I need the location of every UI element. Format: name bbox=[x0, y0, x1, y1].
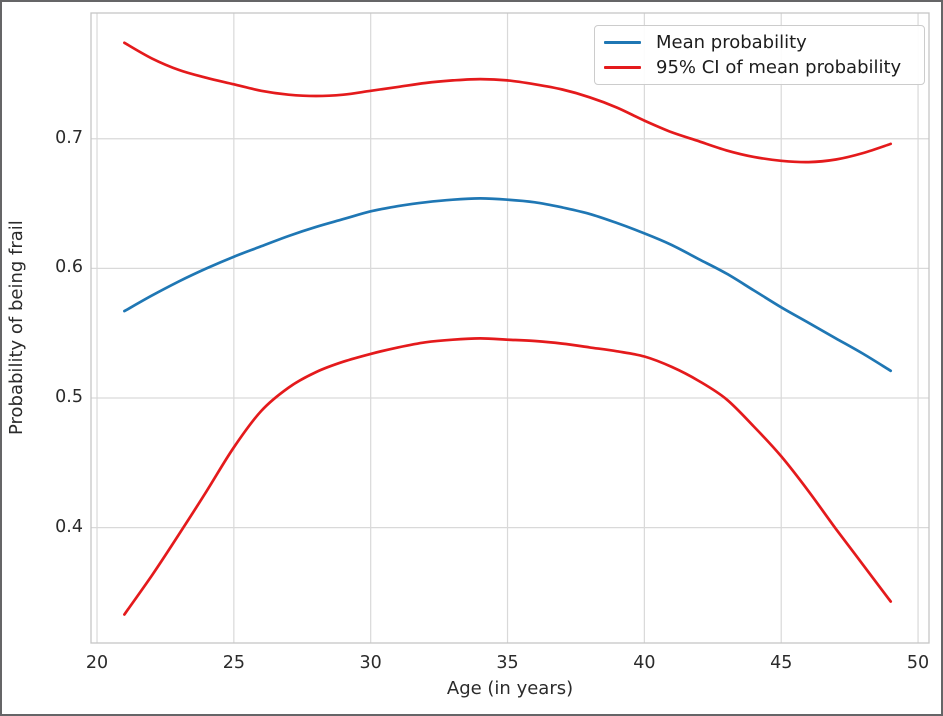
x-tick-label-30: 30 bbox=[359, 653, 382, 673]
y-tick-label-0-7: 0.7 bbox=[55, 127, 83, 148]
legend: Mean probability 95% CI of mean probabil… bbox=[594, 25, 925, 85]
x-tick-label-20: 20 bbox=[85, 653, 109, 673]
y-tick-label-0-6: 0.6 bbox=[55, 257, 83, 278]
legend-label-mean: Mean probability bbox=[656, 32, 807, 53]
x-tick-label-40: 40 bbox=[633, 653, 656, 673]
x-tick-label-50: 50 bbox=[906, 653, 930, 673]
series-ci-lower bbox=[123, 337, 893, 616]
y-axis-label: Probability of being frail bbox=[6, 220, 27, 436]
y-tick-label-0-4: 0.4 bbox=[55, 516, 83, 537]
legend-item-ci: 95% CI of mean probability bbox=[604, 57, 918, 78]
mean-line-swatch-icon bbox=[604, 41, 641, 44]
ci-line-swatch-icon bbox=[604, 66, 641, 69]
x-tick-label-45: 45 bbox=[770, 653, 793, 673]
y-tick-label-0-5: 0.5 bbox=[55, 387, 83, 407]
x-tick-label-25: 25 bbox=[222, 653, 245, 673]
series-ci-upper bbox=[123, 41, 893, 164]
legend-label-ci: 95% CI of mean probability bbox=[656, 57, 902, 78]
series-mean bbox=[123, 197, 893, 373]
x-axis-label: Age (in years) bbox=[446, 678, 574, 699]
x-tick-label-35: 35 bbox=[496, 653, 519, 673]
legend-item-mean: Mean probability bbox=[604, 32, 918, 53]
